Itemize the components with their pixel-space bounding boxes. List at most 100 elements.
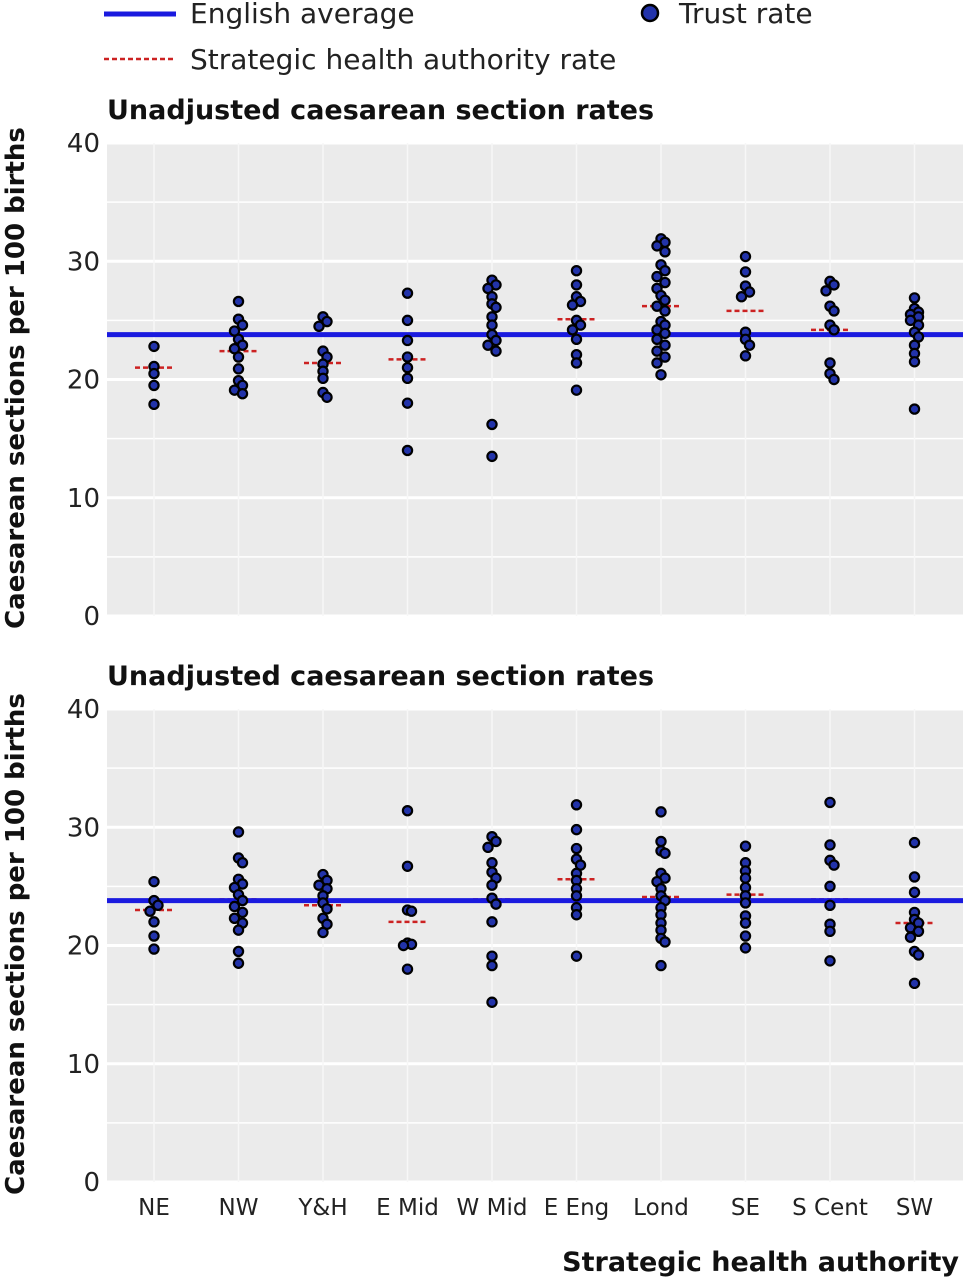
trust-rate-point: [570, 799, 583, 811]
panel-1: Unadjusted caesarean section rates Caesa…: [1, 95, 963, 632]
trust-rate-point: [482, 339, 494, 351]
trust-rate-point: [232, 945, 245, 958]
trust-rate-point: [232, 363, 245, 375]
trust-rate-point: [570, 823, 583, 836]
legend-trust-rate-marker: [640, 3, 660, 23]
trust-rate-point: [743, 286, 756, 298]
trust-rate-point: [144, 905, 156, 917]
trust-rate-point: [236, 906, 249, 919]
panel-2-y-axis-label: Caesarean sections per 100 births: [1, 693, 31, 1195]
trust-rate-point: [739, 930, 752, 942]
trust-rate-point: [828, 859, 840, 871]
trust-rate-point: [570, 950, 583, 962]
trust-rate-point: [824, 899, 836, 911]
trust-rate-point: [486, 959, 498, 972]
legend: English average Trust rate Strategic hea…: [104, 0, 813, 76]
trust-rate-point: [912, 949, 925, 961]
trust-rate-point: [828, 324, 840, 336]
trust-rate-point: [908, 836, 921, 849]
trust-rate-point: [739, 840, 752, 852]
trust-rate-point: [655, 806, 667, 818]
trust-rate-point: [321, 315, 333, 328]
y-tick-label: 30: [67, 813, 100, 843]
trust-rate-point: [820, 285, 832, 297]
trust-rate-point: [232, 924, 245, 936]
trust-rate-point: [486, 916, 498, 928]
y-tick-label: 0: [83, 602, 100, 632]
trust-rate-point: [659, 339, 671, 351]
trust-rate-point: [828, 279, 840, 291]
panel-2-y-ticks: 0 10 20 30 40: [67, 695, 100, 1198]
trust-rate-point: [148, 875, 160, 888]
panel-1-y-ticks: 0 10 20 30 40: [67, 129, 100, 632]
trust-rate-point: [152, 899, 164, 911]
trust-rate-point: [824, 880, 836, 893]
trust-rate-point: [651, 240, 663, 252]
y-tick-label: 30: [67, 247, 100, 277]
panel-1-title: Unadjusted caesarean section rates: [107, 95, 654, 126]
trust-rate-point: [148, 379, 160, 392]
panel-1-trust-points: [148, 233, 925, 463]
trust-rate-point: [148, 916, 160, 928]
trust-rate-point: [659, 305, 671, 317]
trust-rate-point: [651, 357, 663, 369]
trust-rate-point: [824, 839, 836, 851]
trust-rate-point: [490, 301, 502, 314]
x-axis-label: Strategic health authority: [562, 1247, 959, 1278]
panel-2-trust-points: [144, 796, 925, 1008]
trust-rate-point: [659, 276, 671, 289]
trust-rate-point: [148, 930, 160, 942]
trust-rate-point: [655, 835, 667, 848]
trust-rate-point: [574, 319, 587, 331]
trust-rate-point: [405, 905, 418, 917]
trust-rate-point: [908, 871, 921, 883]
trust-rate-point: [232, 826, 245, 838]
trust-rate-point: [739, 266, 752, 278]
trust-rate-point: [912, 925, 925, 938]
trust-rate-point: [739, 872, 752, 884]
y-tick-label: 40: [67, 695, 100, 725]
trust-rate-point: [401, 314, 414, 327]
trust-rate-point: [148, 367, 160, 380]
trust-rate-point: [486, 857, 498, 869]
trust-rate-point: [232, 957, 245, 969]
trust-rate-point: [659, 246, 671, 258]
trust-rate-point: [236, 387, 249, 400]
trust-rate-point: [908, 403, 921, 415]
trust-rate-point: [401, 372, 414, 385]
trust-rate-point: [651, 300, 663, 312]
trust-rate-point: [739, 897, 752, 909]
trust-rate-point: [570, 357, 583, 369]
panel-2: Unadjusted caesarean section rates Caesa…: [1, 661, 963, 1198]
trust-rate-point: [739, 942, 752, 954]
trust-rate-point: [401, 361, 414, 374]
trust-rate-point: [904, 314, 917, 327]
trust-rate-point: [401, 351, 414, 363]
trust-rate-point: [486, 950, 498, 962]
trust-rate-point: [651, 333, 663, 345]
trust-rate-point: [908, 292, 921, 304]
trust-rate-point: [486, 996, 498, 1008]
trust-rate-point: [321, 903, 333, 915]
trust-rate-point: [651, 270, 663, 283]
legend-english-average-label: English average: [190, 0, 415, 30]
trust-rate-point: [659, 294, 671, 306]
trust-rate-point: [908, 886, 921, 898]
x-category-label: SE: [731, 1195, 760, 1221]
x-category-label: E Eng: [544, 1195, 610, 1221]
y-tick-label: 10: [67, 484, 100, 514]
y-tick-label: 20: [67, 366, 100, 396]
trust-rate-point: [482, 841, 494, 854]
trust-rate-point: [824, 925, 836, 938]
trust-rate-point: [655, 959, 667, 972]
trust-rate-point: [824, 955, 836, 967]
trust-rate-point: [228, 900, 241, 913]
x-category-label: SW: [896, 1195, 933, 1221]
x-category-label: Y&H: [297, 1195, 347, 1221]
trust-rate-point: [570, 890, 583, 902]
trust-rate-point: [486, 418, 498, 431]
trust-rate-point: [659, 936, 671, 948]
trust-rate-point: [824, 357, 836, 369]
trust-rate-point: [659, 327, 671, 340]
